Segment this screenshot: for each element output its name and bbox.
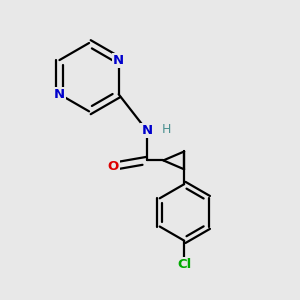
- Text: N: N: [113, 54, 124, 67]
- Text: N: N: [142, 124, 153, 137]
- Text: N: N: [54, 88, 65, 101]
- Text: O: O: [107, 160, 118, 173]
- Text: H: H: [162, 123, 171, 136]
- Text: Cl: Cl: [177, 258, 191, 271]
